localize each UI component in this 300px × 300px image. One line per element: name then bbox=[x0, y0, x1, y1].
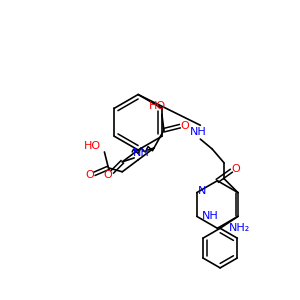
Text: HO: HO bbox=[149, 101, 167, 111]
Text: HO: HO bbox=[84, 141, 101, 151]
Text: O: O bbox=[103, 170, 112, 180]
Text: NH: NH bbox=[133, 148, 149, 158]
Text: O: O bbox=[85, 170, 94, 180]
Text: NH: NH bbox=[190, 127, 207, 137]
Text: NH: NH bbox=[202, 212, 218, 221]
Text: O: O bbox=[232, 164, 241, 174]
Text: O: O bbox=[180, 121, 189, 131]
Text: N: N bbox=[197, 186, 206, 196]
Text: NH₂: NH₂ bbox=[229, 223, 250, 233]
